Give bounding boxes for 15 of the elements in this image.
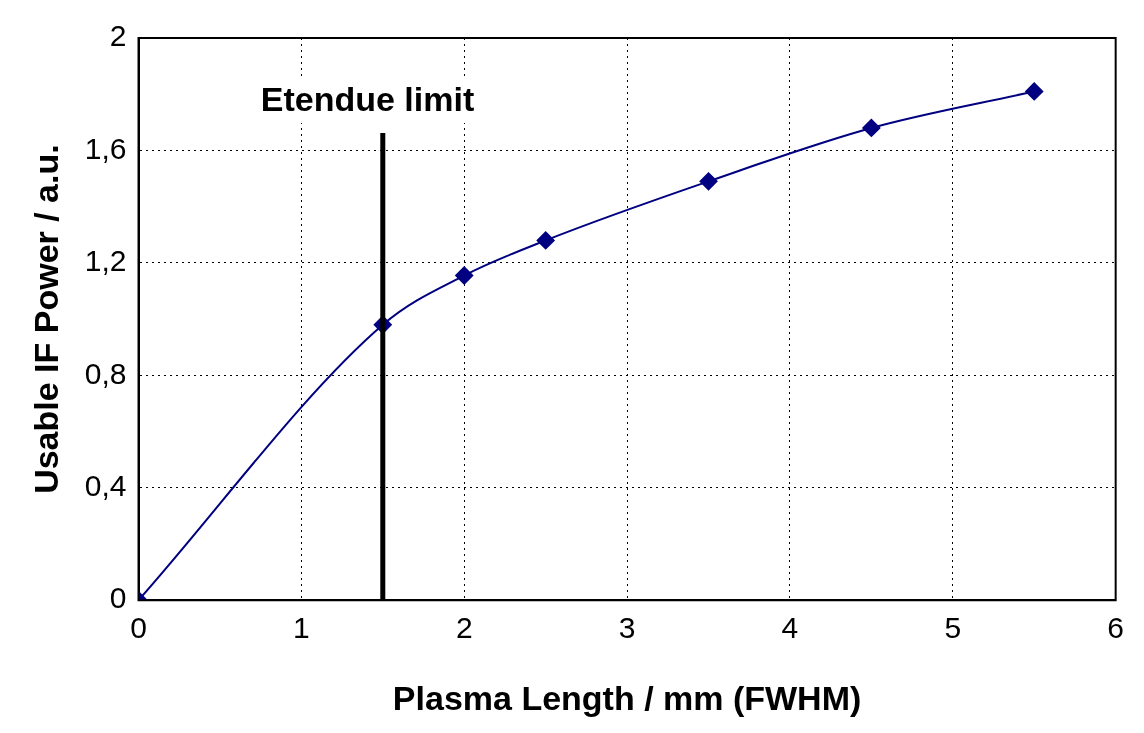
y-tick-label: 2	[109, 19, 127, 53]
y-tick-label: 0	[109, 581, 127, 615]
ref-line-label: Etendue limit	[260, 80, 475, 119]
y-axis-title: Usable IF Power / a.u.	[26, 144, 65, 494]
y-tick-label: 0,4	[84, 469, 127, 503]
x-tick-label: 1	[293, 611, 310, 645]
y-tick-label: 1,2	[84, 244, 127, 278]
x-tick-label: 4	[781, 611, 799, 645]
y-tick-label: 0,8	[84, 356, 127, 390]
x-tick-label: 2	[455, 611, 473, 645]
x-axis-title: Plasma Length / mm (FWHM)	[392, 678, 862, 717]
y-tick-label: 1,6	[84, 131, 127, 165]
x-tick-label: 6	[1107, 611, 1124, 645]
x-tick-label: 3	[618, 611, 636, 645]
x-tick-label: 5	[944, 611, 962, 645]
